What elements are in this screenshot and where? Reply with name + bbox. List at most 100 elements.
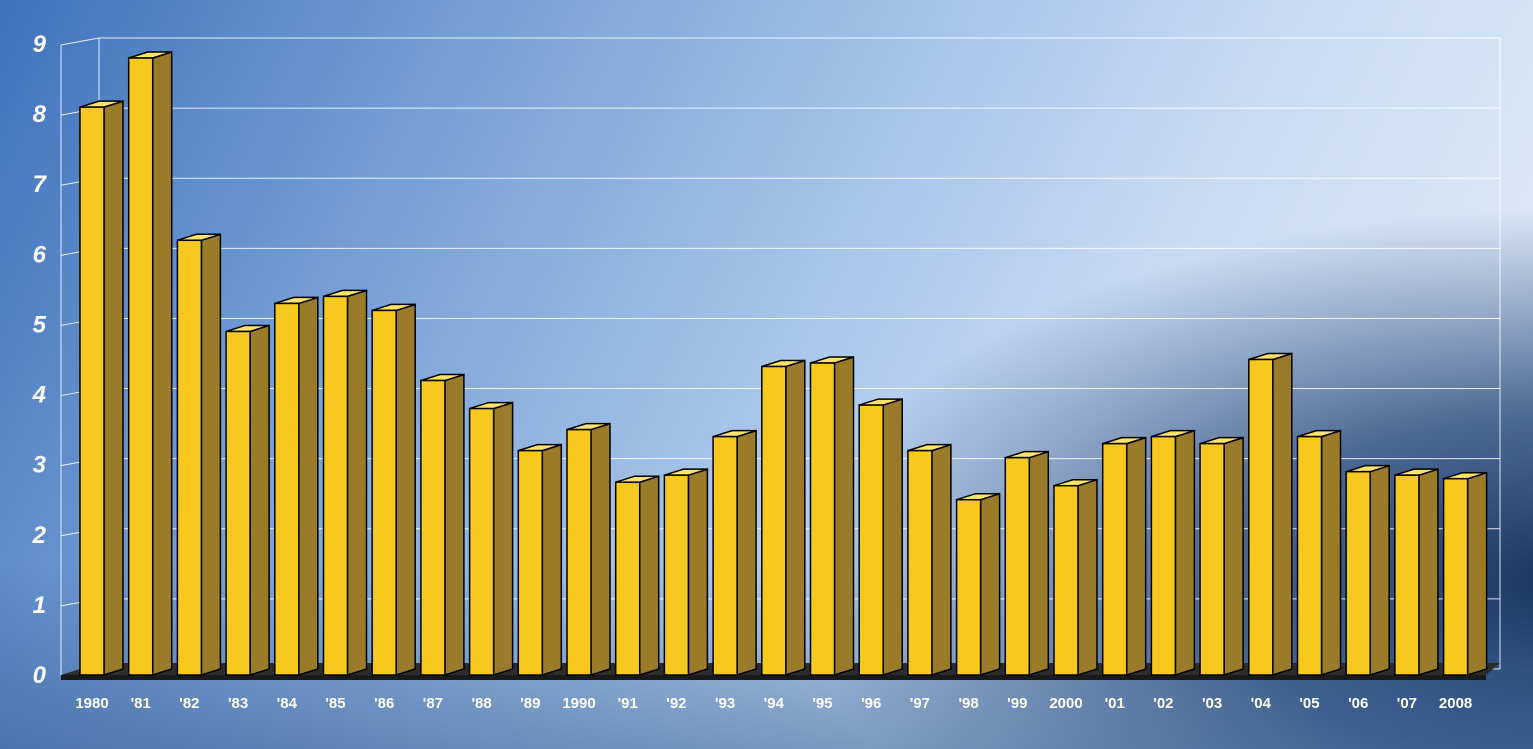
x-tick-label: '92 <box>666 695 686 712</box>
bar-side <box>444 373 465 677</box>
bar-front <box>371 309 397 676</box>
bar-front <box>663 474 690 676</box>
bar-front <box>1053 484 1079 676</box>
bar <box>663 468 709 677</box>
bar-front <box>1248 358 1274 676</box>
bars <box>79 50 1488 677</box>
y-tick-label: 1 <box>33 592 46 619</box>
bar-side <box>638 475 660 677</box>
bar-front <box>712 435 738 676</box>
x-tick-label: 2000 <box>1049 695 1082 712</box>
x-tick-label: '96 <box>861 695 881 712</box>
y-tick-label: 7 <box>33 171 48 198</box>
x-tick-label: '02 <box>1153 695 1173 712</box>
bar <box>1004 450 1050 677</box>
x-tick-label: '87 <box>423 695 443 712</box>
bar-front <box>907 449 933 676</box>
x-tick-label: '06 <box>1348 695 1368 712</box>
y-tick-label: 2 <box>32 522 47 549</box>
bar-side <box>1077 478 1098 677</box>
x-tick-label: '05 <box>1299 695 1319 712</box>
bar-side <box>1466 471 1488 677</box>
bar-front <box>809 362 836 676</box>
bar-side <box>736 429 757 677</box>
bar-side <box>1223 436 1244 677</box>
bar-front <box>1101 442 1128 676</box>
bar-side <box>298 296 319 677</box>
bar-side <box>882 398 903 677</box>
bar <box>79 100 124 677</box>
bar-side <box>833 355 855 677</box>
bar-front <box>79 106 105 676</box>
bar-front <box>274 302 300 676</box>
bar <box>907 443 952 677</box>
x-tick-label: '93 <box>715 695 735 712</box>
floor-front <box>61 675 1486 680</box>
bar <box>371 303 416 677</box>
x-tick-label: '84 <box>277 695 298 712</box>
y-axis-tick-labels: 0 1 2 3 4 5 6 7 8 9 <box>32 31 48 689</box>
bar <box>1394 468 1439 677</box>
bar <box>712 429 757 677</box>
bar-front <box>517 449 544 676</box>
bar-front <box>1199 442 1225 676</box>
x-tick-label: '89 <box>520 695 540 712</box>
bar <box>468 401 514 677</box>
bar <box>1442 471 1488 677</box>
bar-side <box>395 303 416 677</box>
bar <box>1199 436 1244 677</box>
bar-front <box>1004 456 1031 676</box>
bar <box>1053 478 1098 677</box>
x-tick-label: '07 <box>1397 695 1417 712</box>
x-tick-label: '81 <box>131 695 151 712</box>
x-tick-label: '95 <box>812 695 832 712</box>
x-tick-label: '85 <box>325 695 345 712</box>
x-tick-label: 1980 <box>75 695 108 712</box>
bar-side <box>1028 450 1050 677</box>
bar-side <box>249 324 270 677</box>
bar-side <box>103 100 124 677</box>
x-tick-label: '03 <box>1202 695 1222 712</box>
bar-side <box>979 492 1001 677</box>
bar <box>176 233 222 677</box>
bar-front <box>420 379 446 676</box>
x-tick-label: '83 <box>228 695 248 712</box>
x-tick-label: '04 <box>1251 695 1272 712</box>
bar-front <box>1296 435 1323 676</box>
bar <box>274 296 319 677</box>
x-axis-tick-labels: 1980 '81 '82 '83 '84 '85 '86 '87 '88 '89 1990 '91 '9… <box>75 695 1472 712</box>
bar-side <box>687 468 709 677</box>
bar-front <box>225 330 251 676</box>
bar <box>225 324 270 677</box>
bar-front <box>1150 435 1177 676</box>
bar <box>566 422 611 677</box>
bar <box>1345 464 1390 677</box>
bar <box>809 355 855 677</box>
bar <box>761 359 806 677</box>
bar-front <box>468 407 495 676</box>
bar-front <box>858 404 884 676</box>
bar-side <box>785 359 806 677</box>
bar <box>955 492 1001 677</box>
bar-side <box>590 422 611 677</box>
bar <box>1101 436 1147 677</box>
bar-side <box>1369 464 1390 677</box>
bar-side <box>151 50 173 677</box>
bar-front <box>761 365 787 676</box>
x-tick-label: '01 <box>1105 695 1125 712</box>
bar <box>517 443 563 677</box>
bar-side <box>541 443 563 677</box>
bar-front <box>127 57 154 676</box>
bar <box>420 373 465 677</box>
y-tick-label: 5 <box>33 311 47 338</box>
bar-side <box>1125 436 1147 677</box>
bar-side <box>1174 429 1196 677</box>
bar <box>1248 352 1293 677</box>
y-tick-label: 6 <box>33 241 47 268</box>
y-tick-label: 8 <box>33 101 47 128</box>
bar <box>127 50 173 677</box>
bar-front <box>1442 477 1469 676</box>
y-tick-label: 4 <box>32 382 46 409</box>
y-tick-label: 3 <box>33 452 47 479</box>
